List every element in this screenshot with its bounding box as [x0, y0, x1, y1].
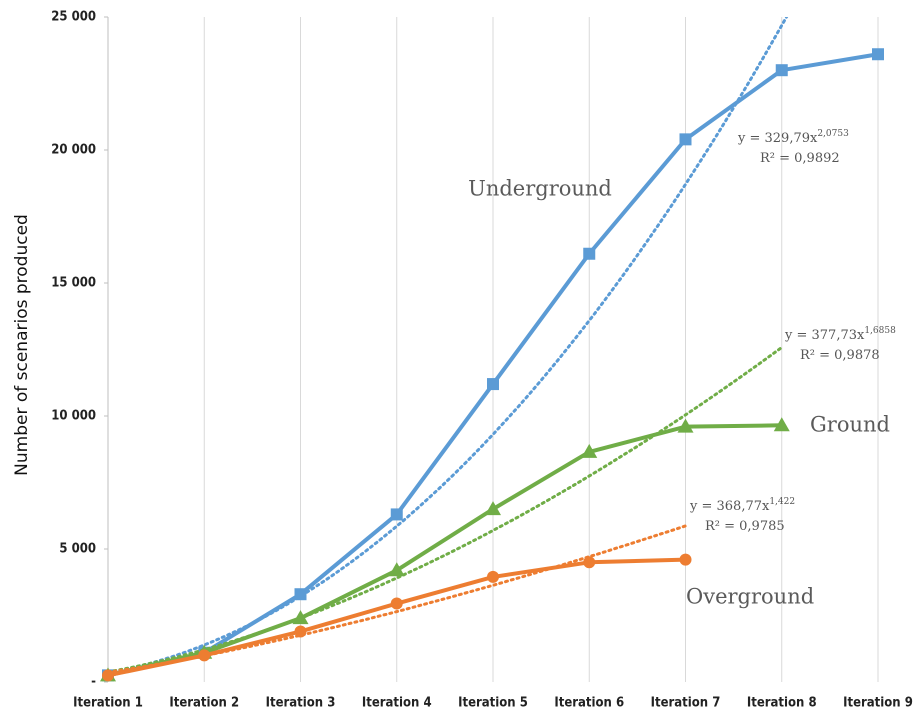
x-tick-label: Iteration 2	[169, 696, 239, 711]
marker	[294, 625, 307, 638]
x-tick-label: Iteration 3	[266, 696, 336, 711]
series-label: Underground	[468, 177, 612, 201]
x-tick-label: Iteration 5	[458, 696, 528, 711]
marker	[292, 610, 309, 625]
trendline-equation: y = 377,73x1,6858	[784, 326, 896, 343]
marker	[872, 48, 884, 61]
marker	[294, 588, 307, 601]
x-tick-label: Iteration 9	[843, 696, 913, 711]
y-tick-label: 5 000	[59, 542, 96, 557]
series-line	[107, 423, 782, 678]
marker	[102, 669, 114, 682]
marker	[198, 649, 211, 662]
trendline-equation: y = 368,77x1,422	[689, 497, 795, 514]
marker	[775, 64, 788, 77]
x-tick-label: Iteration 7	[651, 696, 721, 711]
series-label: Ground	[810, 413, 890, 437]
y-tick-label: 15 000	[51, 276, 96, 291]
marker	[487, 378, 499, 391]
equation-base: y = 329,79x	[737, 131, 818, 146]
x-tick-label: Iteration 8	[747, 696, 817, 711]
trendline	[106, 345, 784, 674]
y-axis-label: Number of scenarios produced	[12, 214, 32, 476]
equation-base: y = 368,77x	[689, 499, 770, 514]
series-label: Overground	[686, 585, 814, 609]
marker	[487, 570, 499, 583]
y-tick-label: 25 000	[51, 10, 96, 25]
marker	[677, 418, 694, 433]
equation-base: y = 377,73x	[784, 328, 865, 343]
marker	[583, 556, 596, 569]
y-tick-label: -	[91, 675, 96, 690]
marker	[679, 133, 692, 146]
x-tick-label: Iteration 4	[362, 696, 432, 711]
r-squared: R² = 0,9785	[705, 519, 785, 534]
plot	[100, 17, 884, 682]
marker	[390, 508, 403, 521]
marker	[581, 443, 598, 458]
marker	[388, 562, 405, 577]
r-squared: R² = 0,9892	[760, 151, 840, 166]
equation-exponent: 1,422	[769, 497, 795, 507]
x-tick-label: Iteration 6	[554, 696, 624, 711]
marker	[485, 501, 501, 516]
y-tick-label: 20 000	[51, 143, 96, 158]
trendline-equation: y = 329,79x2,0753	[737, 129, 849, 146]
marker	[390, 597, 403, 610]
y-tick-label: 10 000	[51, 409, 96, 424]
r-squared: R² = 0,9878	[800, 348, 880, 363]
marker	[679, 553, 692, 566]
marker	[583, 247, 596, 260]
equation-exponent: 1,6858	[864, 326, 896, 336]
x-tick-label: Iteration 1	[73, 696, 143, 711]
marker	[773, 417, 790, 432]
equation-exponent: 2,0753	[817, 129, 849, 139]
